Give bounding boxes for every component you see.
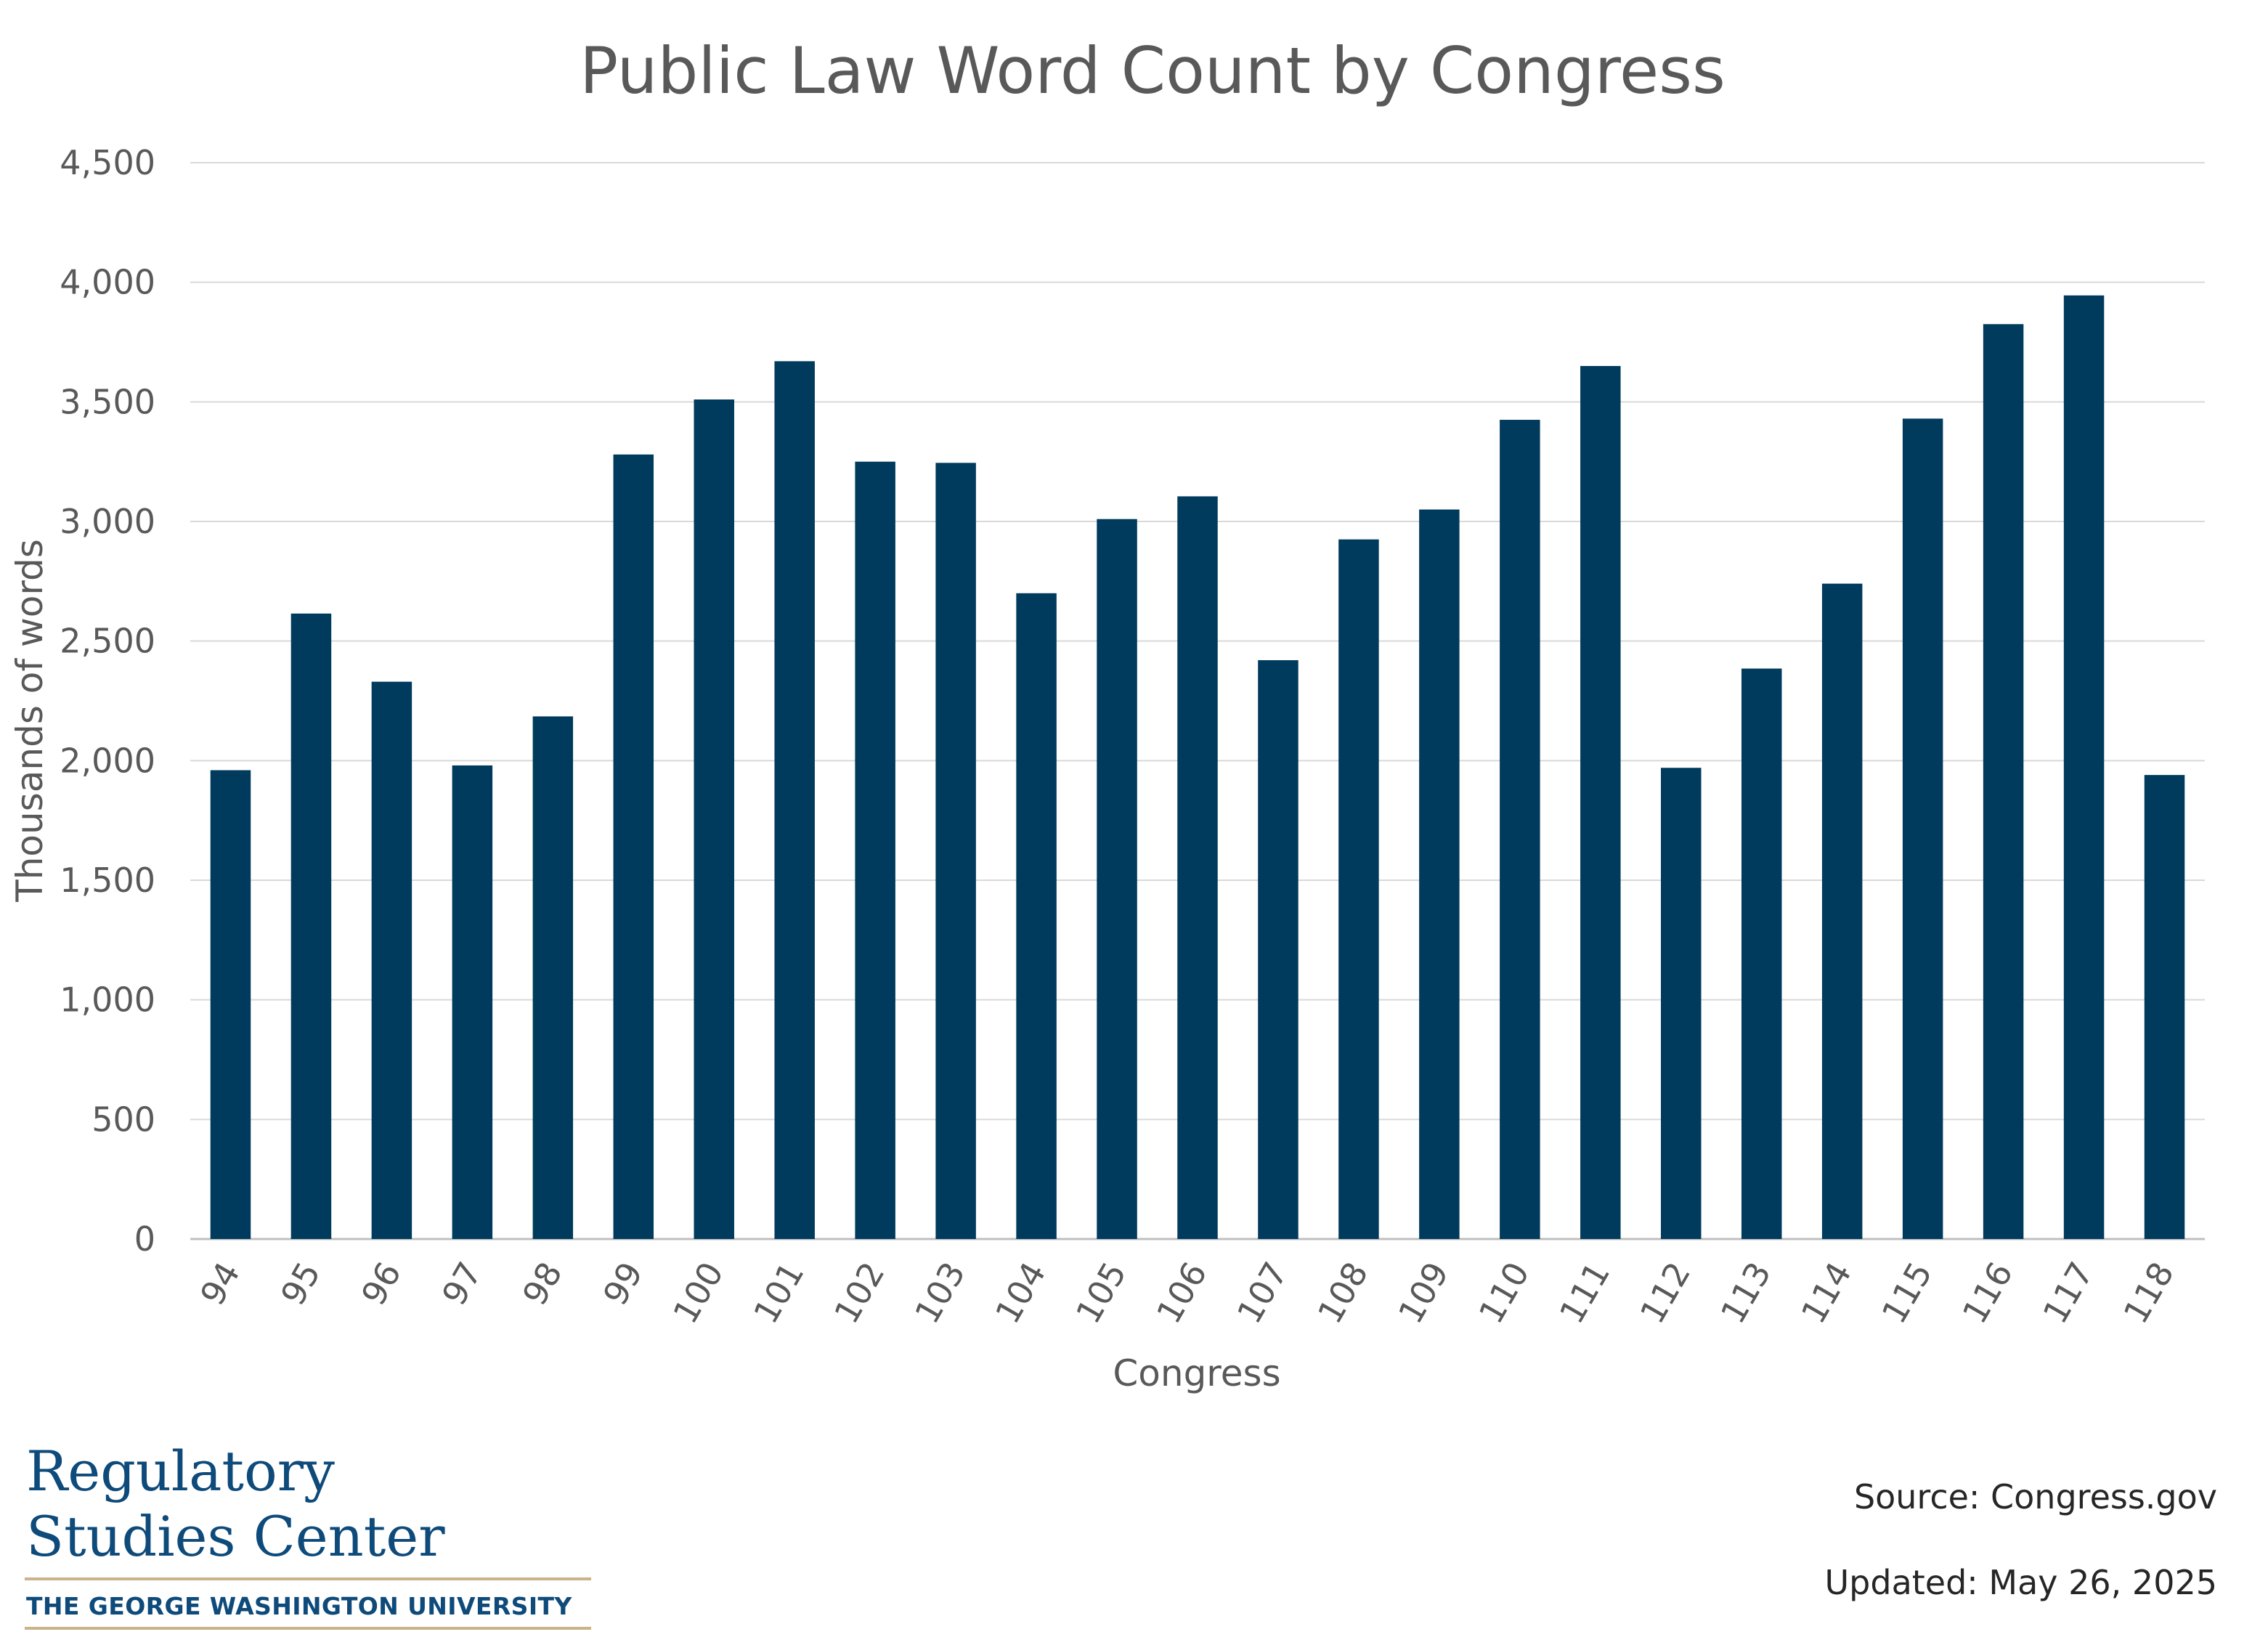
x-tick-label: 101 <box>746 1256 812 1331</box>
bar-114 <box>1821 583 1863 1239</box>
x-tick-label: 102 <box>826 1256 893 1331</box>
x-tick-label: 112 <box>1633 1256 1699 1331</box>
logo-university: THE GEORGE WASHINGTON UNIVERSITY <box>26 1592 572 1620</box>
bar-96 <box>371 681 412 1239</box>
bar-94 <box>210 770 251 1239</box>
x-tick-label: 103 <box>907 1256 973 1331</box>
bar-101 <box>774 361 815 1239</box>
bar-110 <box>1500 420 1540 1239</box>
bar-99 <box>613 454 654 1240</box>
logo-title-line1: Regulatory <box>26 1439 335 1503</box>
x-tick-label: 116 <box>1954 1256 2020 1331</box>
x-tick-label: 113 <box>1713 1256 1779 1331</box>
x-tick-label: 110 <box>1471 1256 1537 1331</box>
y-tick-label: 0 <box>134 1219 155 1259</box>
bar-107 <box>1258 660 1298 1239</box>
y-tick-label: 3,500 <box>60 382 155 421</box>
logo-divider-bottom <box>25 1627 591 1630</box>
x-tick-label: 108 <box>1310 1256 1376 1331</box>
bar-113 <box>1741 668 1782 1239</box>
bar-115 <box>1902 418 1943 1239</box>
bar-103 <box>935 463 976 1239</box>
x-tick-label: 99 <box>596 1256 651 1312</box>
bar-97 <box>452 765 493 1239</box>
x-tick-label: 105 <box>1068 1256 1134 1331</box>
y-tick-label: 500 <box>92 1100 155 1139</box>
x-tick-label: 117 <box>2035 1256 2101 1331</box>
bar-112 <box>1661 768 1702 1239</box>
bar-102 <box>855 461 895 1239</box>
x-tick-label: 111 <box>1552 1256 1618 1331</box>
y-axis-ticks: 0 500 1,000 1,500 2,000 2,500 3,000 3,500 4,000 4… <box>60 143 155 1259</box>
x-tick-label: 96 <box>354 1256 409 1312</box>
bar-105 <box>1097 519 1137 1239</box>
x-tick-label: 98 <box>515 1256 570 1312</box>
x-axis-title: Congress <box>1113 1352 1280 1394</box>
source-note: Source: Congress.gov <box>1853 1477 2217 1516</box>
y-tick-label: 4,500 <box>60 143 155 182</box>
x-tick-label: 97 <box>434 1256 489 1312</box>
y-tick-label: 3,000 <box>60 502 155 541</box>
x-tick-label: 115 <box>1874 1256 1940 1331</box>
logo-title-line2: Studies Center <box>26 1504 445 1569</box>
x-tick-label: 95 <box>273 1256 328 1312</box>
bar-100 <box>694 399 734 1239</box>
bars <box>210 295 2185 1240</box>
bar-118 <box>2144 775 2185 1239</box>
x-tick-label: 107 <box>1229 1256 1296 1331</box>
bar-98 <box>532 716 574 1239</box>
bar-117 <box>2063 295 2105 1239</box>
bar-116 <box>1983 324 2024 1239</box>
x-tick-label: 106 <box>1149 1256 1215 1331</box>
x-tick-label: 109 <box>1391 1256 1457 1331</box>
y-tick-label: 2,500 <box>60 622 155 661</box>
y-tick-label: 1,000 <box>60 980 155 1020</box>
y-tick-label: 1,500 <box>60 861 155 900</box>
x-axis-ticks: 94 95 96 97 98 99 100 101 102 103 104 105 106 107 108 1… <box>192 1256 2182 1331</box>
bar-109 <box>1419 509 1460 1239</box>
bar-95 <box>290 613 332 1239</box>
updated-note: Updated: May 26, 2025 <box>1824 1563 2217 1602</box>
bar-104 <box>1016 593 1057 1239</box>
y-axis-title: Thousands of words <box>9 539 51 903</box>
bar-108 <box>1338 539 1379 1239</box>
x-tick-label: 100 <box>665 1256 731 1331</box>
bar-106 <box>1177 496 1218 1239</box>
y-tick-label: 2,000 <box>60 741 155 780</box>
x-tick-label: 114 <box>1794 1256 1860 1331</box>
logo-divider <box>25 1577 591 1580</box>
y-tick-label: 4,000 <box>60 263 155 302</box>
chart-title: Public Law Word Count by Congress <box>580 33 1726 108</box>
bar-111 <box>1580 365 1621 1239</box>
x-tick-label: 104 <box>988 1256 1054 1331</box>
x-tick-label: 94 <box>192 1256 248 1312</box>
x-tick-label: 118 <box>2115 1256 2182 1331</box>
